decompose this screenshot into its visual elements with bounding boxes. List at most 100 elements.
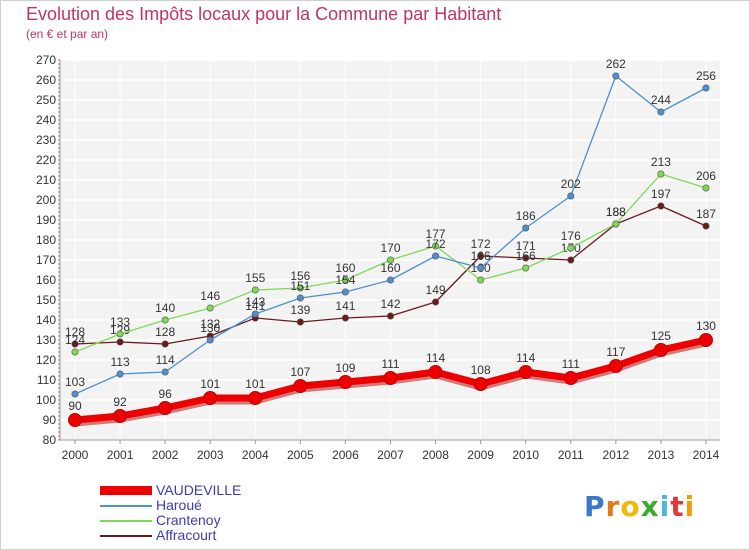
x-tick-label: 2007 [377, 448, 404, 462]
data-point [432, 298, 440, 306]
data-label: 202 [561, 177, 581, 191]
data-point [113, 409, 128, 423]
data-label: 103 [65, 375, 85, 389]
y-tick-label: 100 [36, 393, 56, 407]
x-tick-label: 2014 [693, 448, 720, 462]
data-label: 187 [696, 207, 716, 221]
data-point [567, 244, 575, 252]
data-point [702, 184, 710, 192]
data-label: 206 [696, 169, 716, 183]
data-label: 111 [381, 357, 400, 371]
y-tick-label: 180 [36, 233, 56, 247]
data-point [341, 288, 349, 296]
data-point [657, 108, 665, 116]
data-label: 171 [516, 239, 536, 253]
data-label: 143 [245, 295, 265, 309]
y-tick-label: 80 [43, 433, 57, 447]
data-label: 125 [651, 329, 671, 343]
y-tick-label: 200 [36, 193, 56, 207]
data-point [563, 371, 578, 385]
y-tick-label: 270 [36, 53, 56, 67]
data-point [338, 375, 353, 389]
data-point [522, 264, 530, 272]
data-label: 176 [561, 229, 581, 243]
data-label: 90 [68, 399, 82, 413]
data-point [702, 84, 710, 92]
data-label: 111 [562, 357, 581, 371]
data-label: 141 [335, 299, 355, 313]
data-label: 146 [200, 289, 220, 303]
y-tick-label: 240 [36, 113, 56, 127]
legend-label: Affracourt [156, 527, 217, 543]
x-tick-label: 2011 [558, 448, 584, 462]
data-point [612, 72, 620, 80]
data-point [698, 333, 713, 347]
data-label: 256 [696, 69, 716, 83]
data-point [206, 304, 214, 312]
data-point [248, 391, 263, 405]
data-point [383, 371, 398, 385]
y-tick-label: 170 [36, 253, 56, 267]
data-point [206, 336, 214, 344]
data-point [477, 276, 485, 284]
data-label: 149 [426, 283, 446, 297]
data-point [341, 314, 349, 322]
data-label: 151 [290, 279, 310, 293]
data-point [251, 286, 259, 294]
data-label: 154 [335, 273, 355, 287]
data-point [477, 252, 485, 260]
data-label: 262 [606, 57, 626, 71]
data-label: 166 [516, 249, 536, 263]
data-point [428, 365, 443, 379]
brand-logo: Proxiti [584, 490, 695, 523]
data-point [293, 379, 308, 393]
data-point [386, 276, 394, 284]
data-label: 166 [471, 249, 491, 263]
data-point [608, 359, 623, 373]
data-point [71, 348, 79, 356]
data-point [612, 220, 620, 228]
y-tick-label: 160 [36, 273, 56, 287]
data-label: 155 [245, 271, 265, 285]
x-tick-label: 2012 [602, 448, 629, 462]
data-point [68, 413, 82, 427]
data-point [116, 338, 124, 346]
data-point [71, 340, 79, 348]
data-label: 128 [155, 325, 175, 339]
data-label: 172 [426, 237, 446, 251]
data-point [657, 202, 665, 210]
data-label: 108 [471, 363, 491, 377]
data-label: 142 [380, 297, 400, 311]
data-label: 139 [290, 303, 310, 317]
data-label: 160 [335, 261, 355, 275]
x-tick-label: 2002 [152, 448, 179, 462]
legend-label: Crantenoy [156, 512, 221, 528]
brand-letter: t [670, 490, 685, 523]
data-point [116, 370, 124, 378]
brand-letter: i [659, 490, 671, 523]
data-label: 213 [651, 155, 671, 169]
data-point [203, 391, 218, 405]
data-point [567, 192, 575, 200]
data-point [71, 390, 79, 398]
data-label: 160 [380, 261, 400, 275]
data-label: 114 [426, 351, 445, 365]
y-tick-label: 120 [36, 353, 56, 367]
data-label: 244 [651, 93, 671, 107]
data-point [567, 256, 575, 264]
data-label: 177 [426, 227, 446, 241]
data-point [657, 170, 665, 178]
data-label: 133 [110, 315, 130, 329]
data-label: 186 [516, 209, 536, 223]
x-tick-label: 2004 [242, 448, 269, 462]
legend-line-affracourt [100, 535, 152, 537]
brand-letter: P [584, 490, 606, 523]
data-label: 92 [113, 395, 127, 409]
legend-line-haroue [100, 505, 152, 507]
x-tick-label: 2006 [332, 448, 359, 462]
data-point [477, 264, 485, 272]
data-point [296, 318, 304, 326]
legend-label: Haroué [156, 497, 202, 513]
data-label: 129 [110, 323, 130, 337]
legend-line-vaudeville [100, 486, 152, 495]
